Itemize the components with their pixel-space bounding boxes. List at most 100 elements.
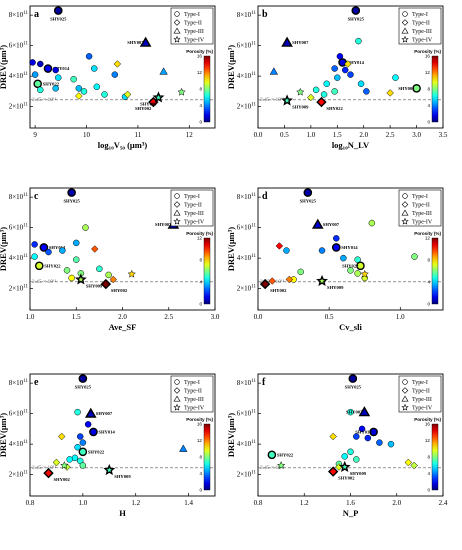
x-tick-label: 2.0 — [392, 499, 401, 507]
y-tick-mantissa: 4 — [237, 440, 241, 448]
y-tick-label: 2×1011 — [237, 471, 257, 479]
data-point-type-ii — [43, 467, 54, 479]
y-tick-times: ×10 — [12, 42, 23, 50]
x-tick-label: 9 — [33, 131, 37, 139]
point-annotation: SHY002 — [398, 86, 415, 91]
legend-marker-diamond — [401, 19, 409, 26]
data-point-type-i — [76, 433, 84, 440]
y-tick-label: 4×1011 — [237, 254, 257, 262]
y-tick-exponent: 11 — [251, 254, 256, 259]
point-annotation: SHY022 — [43, 81, 60, 86]
y-tick-times: ×10 — [12, 440, 23, 448]
legend-label: Type-III — [412, 397, 432, 403]
data-point-type-i — [376, 439, 383, 446]
y-tick-mantissa: 4 — [9, 254, 13, 262]
y-tick-mantissa: 6 — [237, 42, 241, 50]
data-point-type-i — [52, 85, 59, 92]
colorbar-gradient — [431, 55, 439, 123]
y-tick-mantissa: 4 — [9, 72, 13, 80]
data-point-type-ii — [316, 96, 327, 108]
point-annotation: SHY014 — [53, 66, 70, 71]
y-tick-mantissa: 2 — [237, 471, 241, 479]
data-point-type-i — [411, 253, 418, 260]
x-tick-label: 2.4 — [439, 499, 448, 507]
colorbar-tick-label: 16 — [425, 422, 431, 427]
colorbar-gradient — [431, 237, 439, 305]
colorbar-title: Porosity (%) — [414, 417, 441, 422]
point-annotation: SHY007 — [127, 40, 144, 45]
y-tick-times: ×10 — [12, 379, 23, 387]
y-tick-label: 2×1011 — [9, 285, 29, 293]
data-point-type-i — [70, 75, 77, 83]
colorbar-tick-label: 16 — [197, 54, 203, 59]
y-tick-label: 8×1011 — [237, 379, 257, 387]
colorbar-tick-label: 4 — [199, 471, 202, 476]
y-tick-label: 6×1011 — [237, 410, 257, 418]
data-point-type-ii — [52, 458, 61, 467]
panel-letter: a — [34, 9, 39, 20]
legend-label: Type-III — [184, 211, 204, 217]
x-axis-label: Ave_SF — [109, 322, 137, 332]
colorbar-tick-label: 12 — [197, 236, 203, 241]
x-tick-label: 3.0 — [211, 313, 220, 321]
data-point-type-i — [338, 58, 347, 67]
data-point-type-i — [78, 447, 88, 457]
colorbar-tick-label: 12 — [425, 236, 431, 241]
colorbar-tick-label: 0 — [427, 302, 430, 307]
x-tick-label: 0.0 — [254, 313, 263, 321]
x-tick-label: 1.0 — [78, 499, 87, 507]
data-point-type-i — [347, 267, 354, 274]
legend-marker-circle — [174, 11, 180, 17]
legend-label: Type-II — [184, 21, 202, 27]
colorbar-title: Porosity (%) — [414, 231, 441, 236]
legend-marker-star — [401, 217, 409, 225]
y-tick-exponent: 11 — [23, 440, 28, 445]
panel-letter: d — [262, 191, 268, 202]
y-tick-exponent: 11 — [251, 11, 256, 16]
y-tick-exponent: 11 — [23, 193, 28, 198]
point-annotation: SHY025 — [300, 199, 317, 204]
legend-label: Type-I — [412, 380, 428, 386]
legend-label: Type-IV — [412, 38, 433, 44]
colorbar-tick-label: 4 — [427, 280, 430, 285]
x-tick-label: 0.8 — [254, 499, 263, 507]
colorbar-title: Porosity (%) — [186, 49, 213, 54]
data-point-type-i — [340, 254, 347, 262]
y-tick-times: ×10 — [12, 11, 23, 19]
y-tick-label: 8×1011 — [9, 379, 29, 387]
point-annotation: SHY014 — [348, 60, 365, 65]
point-annotation: SHY002 — [54, 477, 71, 482]
legend: Type-I Type-II Type-III Type-IV — [170, 375, 214, 413]
data-point-type-ii — [329, 432, 337, 441]
legend-marker-triangle — [173, 209, 181, 216]
data-point-type-ii — [410, 461, 418, 470]
legend-marker-circle — [174, 379, 180, 385]
point-annotation: SHY002 — [270, 288, 287, 293]
data-point-type-i — [31, 253, 38, 260]
y-tick-times: ×10 — [240, 103, 251, 111]
data-point-type-i — [363, 88, 370, 95]
data-point-type-i — [84, 421, 92, 428]
reference-label: 2.45 × 10¹¹ — [32, 279, 57, 285]
x-tick-label: 1.0 — [396, 313, 405, 321]
data-point-type-iv — [296, 87, 305, 96]
colorbar: Porosity (%) 0 4 8 12 16 — [186, 417, 213, 493]
x-tick-label: 10 — [83, 131, 91, 139]
data-point-type-i — [75, 85, 83, 92]
point-annotation: SHY022 — [88, 449, 105, 454]
colorbar-tick-label: 8 — [199, 87, 202, 92]
colorbar-tick-label: 4 — [427, 103, 430, 108]
y-axis-label: DREV(μm³) — [0, 45, 8, 89]
colorbar-tick-label: 8 — [199, 455, 202, 460]
point-annotation: SHY009 — [86, 284, 103, 289]
colorbar-gradient — [203, 55, 211, 123]
y-tick-label: 4×1011 — [237, 72, 257, 80]
y-tick-mantissa: 8 — [237, 379, 241, 387]
point-annotation: SHY002 — [111, 288, 128, 293]
point-annotation: SHY014 — [49, 245, 66, 250]
x-tick-label: 1.4 — [184, 499, 193, 507]
data-point-type-i — [283, 247, 290, 254]
